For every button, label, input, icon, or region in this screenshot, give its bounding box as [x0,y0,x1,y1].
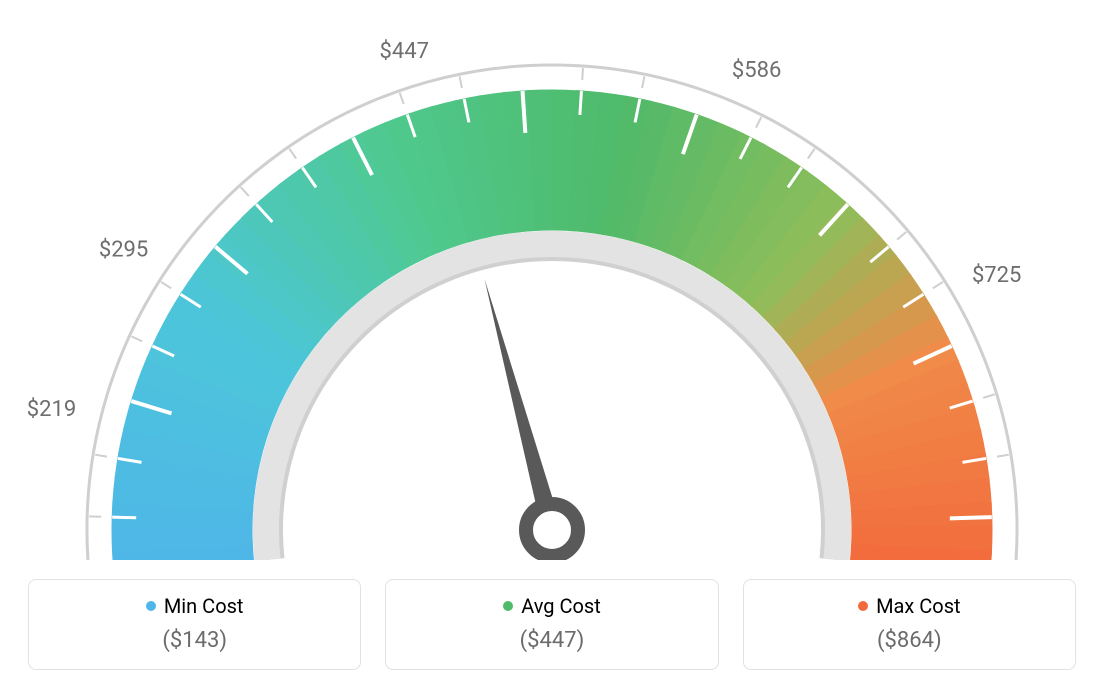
legend-dot-min [146,601,156,611]
gauge-svg: $143$219$295$447$586$725$864 [0,0,1104,560]
legend-title-max: Max Cost [858,594,961,618]
legend-value-min: ($143) [39,628,350,653]
gauge-chart: $143$219$295$447$586$725$864 [0,0,1104,560]
legend-card-avg: Avg Cost ($447) [385,579,718,670]
gauge-tick-label: $725 [972,263,1021,288]
gauge-tick-label: $219 [27,397,76,422]
legend-row: Min Cost ($143) Avg Cost ($447) Max Cost… [0,579,1104,670]
legend-card-max: Max Cost ($864) [743,579,1076,670]
gauge-tick-label: $586 [732,58,781,83]
legend-dot-avg [503,601,513,611]
gauge-needle [485,279,562,533]
gauge-color-arc [112,90,992,560]
legend-value-avg: ($447) [396,628,707,653]
legend-title-text: Avg Cost [521,594,601,618]
legend-title-min: Min Cost [146,594,244,618]
legend-card-min: Min Cost ($143) [28,579,361,670]
gauge-needle-hub [526,504,578,556]
legend-value-max: ($864) [754,628,1065,653]
gauge-tick-label: $447 [380,39,429,64]
legend-title-text: Max Cost [876,594,961,618]
legend-title-avg: Avg Cost [503,594,601,618]
legend-dot-max [858,601,868,611]
legend-title-text: Min Cost [164,594,244,618]
gauge-tick-label: $295 [99,238,148,263]
